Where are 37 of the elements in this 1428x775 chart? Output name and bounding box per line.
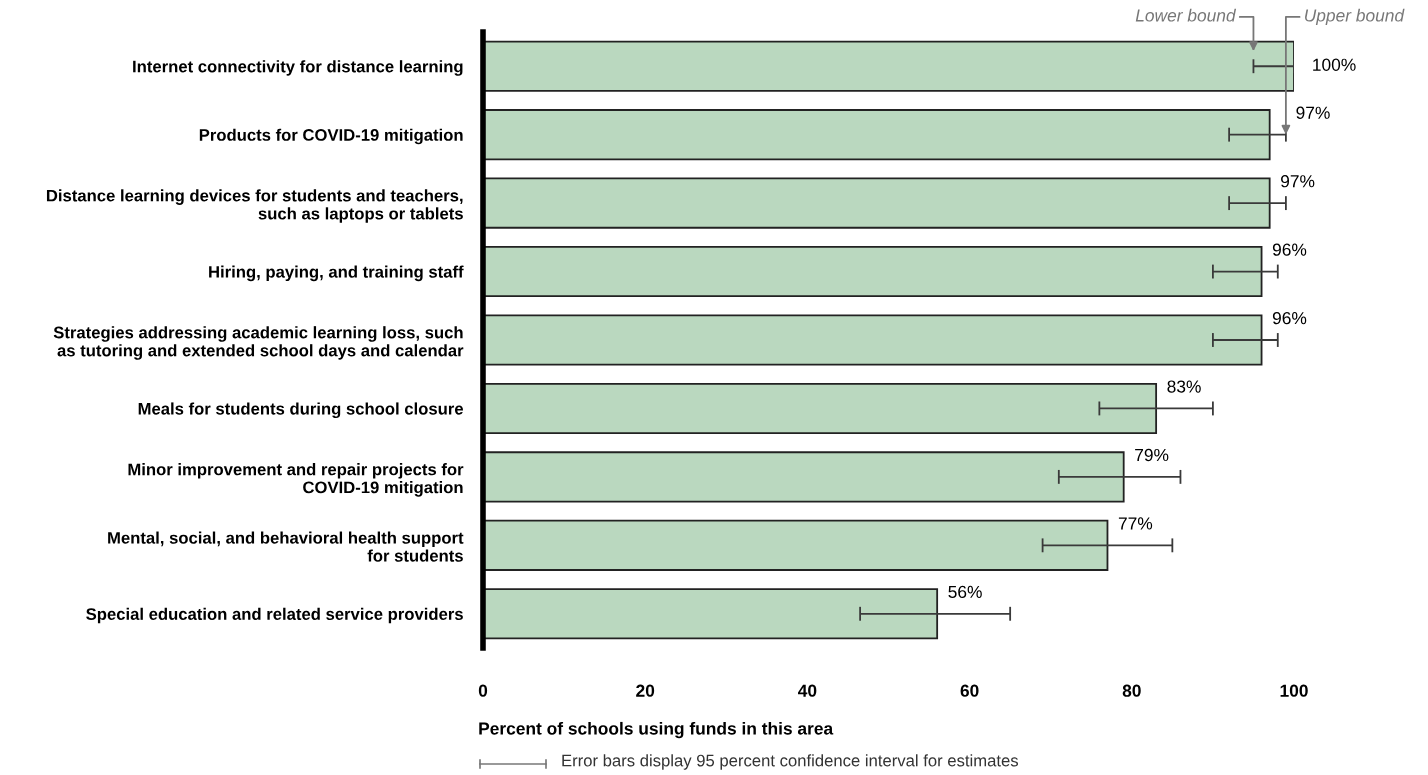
bar bbox=[483, 40, 1294, 92]
bar bbox=[483, 177, 1271, 229]
bar bbox=[483, 382, 1158, 434]
bar bbox=[483, 588, 939, 640]
data-label: 79% bbox=[1135, 448, 1169, 462]
x-tick-label: 80 bbox=[1122, 684, 1141, 697]
x-tick-label: 60 bbox=[960, 684, 979, 697]
y-tick-label: Mental, social, and behavioral health support for students bbox=[108, 531, 464, 562]
annotation: Upper bound bbox=[1305, 8, 1405, 26]
y-tick-label: Minor improvement and repair projects for COVID-19 mitigation bbox=[128, 463, 464, 497]
data-label: 96% bbox=[1272, 243, 1307, 256]
text: Error bars display 95 percent confidence interval for estimates bbox=[562, 754, 1019, 770]
data-label: 83% bbox=[1167, 380, 1201, 393]
annotation: Lower bound bbox=[1135, 8, 1237, 22]
x-tick-label: 40 bbox=[798, 684, 817, 697]
y-tick-label: Products for COVID-19 mitigation bbox=[199, 128, 463, 145]
data-label: 77% bbox=[1118, 517, 1153, 530]
bar bbox=[483, 519, 1109, 571]
x-tick-label: 100 bbox=[1280, 684, 1308, 697]
y-tick-label: Hiring, paying, and training staff bbox=[209, 265, 464, 282]
data-label: 100% bbox=[1313, 58, 1356, 71]
y-tick-label: Internet connectivity for distance learning bbox=[133, 60, 463, 76]
y-tick-label: Meals for students during school closure bbox=[138, 402, 464, 419]
x-tick-label: 20 bbox=[636, 684, 655, 697]
data-label: 97% bbox=[1296, 106, 1330, 119]
bar bbox=[483, 451, 1125, 503]
y-tick-label: Special education and related service providers bbox=[86, 607, 463, 624]
x-tick-label: 0 bbox=[478, 684, 488, 697]
y-tick-label: Distance learning devices for students and teachers, such as laptops or tablets bbox=[46, 189, 463, 223]
data-label: 97% bbox=[1281, 175, 1315, 188]
x-axis-title: Percent of schools using funds in this area bbox=[479, 721, 834, 739]
bar bbox=[483, 246, 1263, 298]
y-tick-label: Strategies addressing academic learning loss, such as tutoring and extended school days and calendar bbox=[53, 326, 464, 360]
data-label: 56% bbox=[948, 585, 982, 599]
bar bbox=[483, 109, 1271, 161]
bar bbox=[483, 314, 1263, 366]
data-label: 96% bbox=[1272, 311, 1307, 325]
